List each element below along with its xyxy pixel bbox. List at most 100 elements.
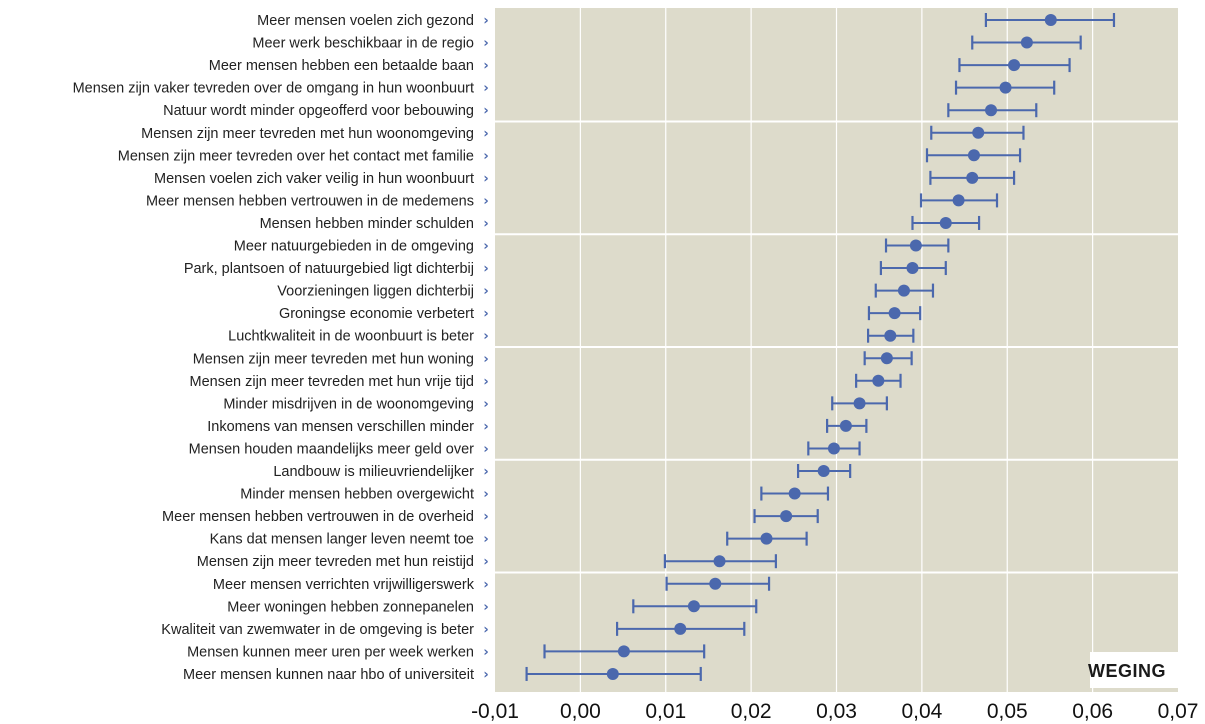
data-point <box>966 171 979 184</box>
data-point <box>674 622 687 635</box>
chevron-right-icon: › <box>483 532 488 547</box>
data-series <box>525 13 1116 681</box>
weging-badge-text: WEGING <box>1088 661 1166 681</box>
chevron-right-icon: › <box>483 194 488 209</box>
data-point <box>880 352 893 365</box>
data-point <box>909 239 922 252</box>
chevron-right-icon: › <box>483 442 488 457</box>
data-point <box>687 600 700 613</box>
data-point <box>827 442 840 455</box>
category-label: Meer mensen voelen zich gezond <box>257 13 474 29</box>
category-label: Landbouw is milieuvriendelijker <box>273 464 474 480</box>
data-point <box>1044 14 1057 26</box>
chevron-right-icon: › <box>483 555 488 570</box>
category-label: Meer mensen hebben vertrouwen in de mede… <box>146 193 474 209</box>
x-tick-label: 0,02 <box>731 700 772 723</box>
weging-badge: WEGING <box>1088 652 1178 688</box>
data-point <box>788 487 801 500</box>
data-point <box>760 532 773 545</box>
chevron-right-icon: › <box>483 59 488 74</box>
data-point <box>897 284 910 297</box>
chevron-right-icon: › <box>483 352 488 367</box>
x-tick-label: 0,03 <box>816 700 857 723</box>
chevron-right-icon: › <box>483 577 488 592</box>
data-point <box>884 329 897 342</box>
x-tick-label: 0,00 <box>560 700 601 723</box>
category-label: Minder misdrijven in de woonomgeving <box>223 396 474 412</box>
category-label: Meer woningen hebben zonnepanelen <box>227 599 474 615</box>
category-label: Meer werk beschikbaar in de regio <box>252 36 474 52</box>
x-tick-label: 0,05 <box>987 700 1028 723</box>
data-point <box>999 81 1012 94</box>
category-label: Mensen zijn meer tevreden met hun reisti… <box>197 554 474 570</box>
category-label: Mensen zijn vaker tevreden over de omgan… <box>73 81 474 97</box>
chevron-right-icon: › <box>483 645 488 660</box>
category-label: Luchtkwaliteit in de woonbuurt is beter <box>228 329 474 345</box>
category-label: Mensen zijn meer tevreden met hun vrije … <box>190 374 475 390</box>
chevron-right-icon: › <box>483 149 488 164</box>
chevron-right-icon: › <box>483 284 488 299</box>
weging-badge-background <box>1090 652 1178 688</box>
data-point <box>709 577 722 590</box>
category-label: Meer mensen verrichten vrijwilligerswerk <box>213 577 475 593</box>
chevron-right-icon: › <box>483 510 488 525</box>
category-label: Mensen voelen zich vaker veilig in hun w… <box>154 171 474 187</box>
chevron-right-icon: › <box>483 397 488 412</box>
category-label: Mensen hebben minder schulden <box>260 216 474 232</box>
category-label: Mensen zijn meer tevreden met hun woonom… <box>141 126 474 142</box>
data-point <box>967 149 980 162</box>
category-label: Park, plantsoen of natuurgebied ligt dic… <box>184 261 474 277</box>
category-label: Meer mensen hebben vertrouwen in de over… <box>162 509 474 525</box>
chevron-right-icon: › <box>483 36 488 51</box>
x-tick-label: -0,01 <box>471 700 519 723</box>
grid-lines <box>495 8 1178 692</box>
category-labels: Meer mensen voelen zich gezond › Meer werk… <box>73 13 489 683</box>
category-label: Mensen zijn meer tevreden met hun woning <box>193 351 474 367</box>
chevron-right-icon: › <box>483 487 488 502</box>
category-label: Natuur wordt minder opgeofferd voor bebo… <box>163 103 474 119</box>
x-tick-label: 0,01 <box>645 700 686 723</box>
category-label: Mensen zijn meer tevreden over het conta… <box>118 148 474 164</box>
data-point <box>617 645 630 658</box>
x-tick-label: 0,04 <box>901 700 942 723</box>
category-label: Groningse economie verbetert <box>279 306 474 322</box>
chevron-right-icon: › <box>483 419 488 434</box>
x-tick-label: 0,07 <box>1158 700 1199 723</box>
chevron-right-icon: › <box>483 171 488 186</box>
category-label: Inkomens van mensen verschillen minder <box>207 419 474 435</box>
data-point <box>853 397 866 410</box>
chevron-right-icon: › <box>483 667 488 682</box>
x-tick-label: 0,06 <box>1072 700 1113 723</box>
x-axis-ticks: -0,01 0,00 0,01 0,02 0,03 0,04 0,05 0,06 0,07 <box>471 700 1198 723</box>
category-label: Mensen kunnen meer uren per week werken <box>187 644 474 660</box>
data-point <box>872 374 885 387</box>
data-point <box>972 126 985 139</box>
chevron-right-icon: › <box>483 622 488 637</box>
data-point <box>952 194 965 207</box>
chevron-right-icon: › <box>483 329 488 344</box>
chevron-right-icon: › <box>483 126 488 141</box>
chevron-right-icon: › <box>483 262 488 277</box>
category-label: Meer natuurgebieden in de omgeving <box>234 239 474 255</box>
data-point <box>906 262 919 275</box>
data-point <box>839 419 852 432</box>
chevron-right-icon: › <box>483 14 488 29</box>
data-point <box>780 510 793 523</box>
category-label: Voorzieningen liggen dichterbij <box>277 284 474 300</box>
data-point <box>985 104 998 117</box>
chevron-right-icon: › <box>483 465 488 480</box>
data-point <box>606 667 619 680</box>
category-label: Mensen houden maandelijks meer geld over <box>189 441 475 457</box>
data-point <box>888 307 901 320</box>
data-point <box>939 216 952 229</box>
chevron-right-icon: › <box>483 239 488 254</box>
category-label: Minder mensen hebben overgewicht <box>240 487 474 503</box>
chevron-right-icon: › <box>483 216 488 231</box>
chevron-right-icon: › <box>483 307 488 322</box>
chevron-right-icon: › <box>483 104 488 119</box>
data-point <box>1008 59 1021 72</box>
category-label: Meer mensen kunnen naar hbo of universit… <box>183 667 474 683</box>
data-point <box>817 465 830 477</box>
